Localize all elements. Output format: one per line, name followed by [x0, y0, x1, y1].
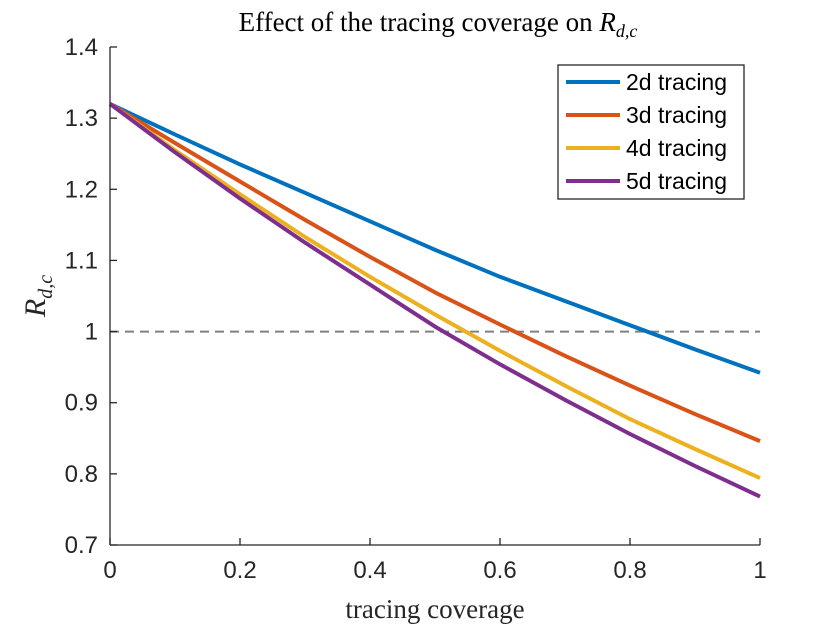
y-tick-label: 0.7 — [65, 532, 98, 559]
series-line-3d-tracing — [108, 102, 761, 443]
y-tick-label: 1 — [85, 319, 98, 346]
legend-label: 3d tracing — [626, 102, 727, 128]
y-tick-label: 1.2 — [65, 176, 98, 203]
series-line-4d-tracing — [108, 102, 761, 480]
x-tick-label: 0.4 — [353, 557, 386, 584]
series-layer — [108, 102, 761, 499]
series-line-2d-tracing — [109, 102, 761, 375]
legend-label: 4d tracing — [626, 135, 727, 161]
chart-title-subscript: d,c — [616, 21, 638, 41]
y-tick-label: 0.9 — [65, 390, 98, 417]
x-tick-label: 0.8 — [613, 557, 646, 584]
chart-title: Effect of the tracing coverage on Rd,c — [239, 7, 638, 41]
x-tick-label: 0 — [103, 557, 116, 584]
legend-label: 5d tracing — [626, 168, 727, 194]
y-tick-label: 0.8 — [65, 461, 98, 488]
y-axis-ticks: 0.7 0.8 0.9 1 1.1 1.2 1.3 1.4 — [65, 34, 117, 559]
x-tick-label: 0.2 — [223, 557, 256, 584]
y-tick-label: 1.4 — [65, 34, 98, 61]
y-axis-label-symbol: R — [19, 299, 52, 318]
series-line-5d-tracing — [108, 102, 761, 499]
x-tick-label: 0.6 — [483, 557, 516, 584]
legend-label: 2d tracing — [626, 69, 727, 95]
x-tick-label: 1 — [753, 557, 766, 584]
y-tick-label: 1.1 — [65, 247, 98, 274]
axes — [109, 47, 760, 546]
y-tick-label: 1.3 — [65, 105, 98, 132]
x-axis-label: tracing coverage — [345, 594, 524, 624]
x-axis-ticks: 0 0.2 0.4 0.6 0.8 1 — [103, 538, 767, 584]
legend: 2d tracing 3d tracing 4d tracing 5d tracing — [557, 64, 745, 200]
y-axis-label: Rd,c — [19, 275, 57, 318]
chart-title-text: Effect of the tracing coverage on — [239, 7, 600, 37]
legend-box — [557, 64, 745, 200]
chart-title-symbol: R — [598, 7, 616, 37]
y-axis-label-subscript: d,c — [35, 275, 57, 299]
